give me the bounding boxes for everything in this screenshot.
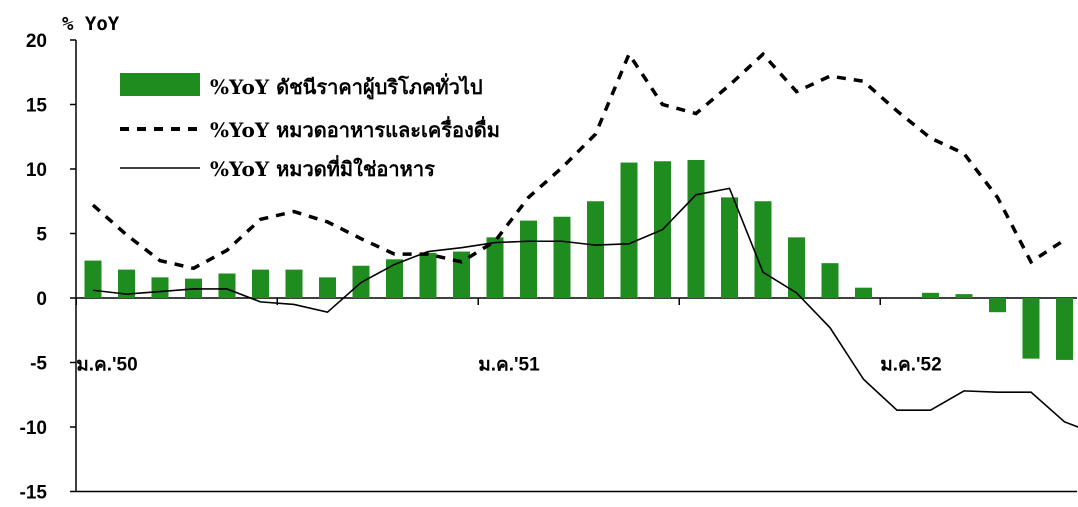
legend-label-cpi: %YoY ดัชนีราคาผู้บริโภคทั่วไป: [210, 72, 483, 101]
legend-label-food: %YoY หมวดอาหารและเครื่องดื่ม: [210, 115, 500, 142]
bar: [218, 273, 236, 298]
y-tick-label: 10: [26, 160, 47, 181]
legend-label-nonfood: %YoY หมวดที่มิใช่อาหาร: [210, 154, 435, 181]
bar: [486, 237, 504, 298]
y-tick-label: -10: [20, 418, 47, 439]
y-axis-title: % YoY: [62, 13, 120, 35]
bar: [520, 220, 537, 298]
x-axis: [75, 297, 1077, 493]
bar: [1022, 298, 1040, 359]
bar: [151, 277, 169, 298]
y-tick-label: 0: [36, 289, 47, 310]
legend-swatch-cpi: [120, 73, 200, 96]
bar: [553, 216, 571, 298]
food-line: [91, 50, 1066, 271]
bar: [84, 260, 102, 298]
y-tick-label: 20: [26, 31, 47, 52]
y-tick-label: -15: [20, 483, 48, 504]
x-tick-label: ม.ค.'51: [478, 355, 540, 376]
x-tick-label: ม.ค.'52: [880, 355, 941, 376]
bar: [922, 292, 939, 298]
bar: [620, 162, 638, 298]
bar: [989, 298, 1006, 313]
bar: [386, 259, 403, 298]
bar: [319, 277, 336, 298]
y-axis: 20 15 10 5 0 -5 -10 -15: [20, 31, 77, 504]
bar: [955, 294, 973, 298]
bar: [1056, 298, 1073, 360]
bar: [821, 263, 839, 298]
bar: [252, 269, 269, 298]
x-tick-label: ม.ค.'50: [76, 355, 137, 376]
bar: [419, 252, 437, 298]
line-series: [91, 50, 1078, 428]
x-tick-labels: ม.ค.'50 ม.ค.'51 ม.ค.'52: [76, 355, 941, 376]
bar: [754, 201, 772, 298]
bar: [687, 159, 705, 298]
bar: [788, 237, 805, 298]
y-tick-label: 15: [26, 96, 48, 117]
bar: [587, 201, 604, 298]
legend: %YoY ดัชนีราคาผู้บริโภคทั่วไป %YoY หมวดอ…: [120, 72, 500, 181]
nonfood-line: [92, 187, 1078, 428]
bar: [721, 197, 738, 298]
bar: [855, 287, 872, 298]
bar: [453, 251, 470, 298]
bar: [118, 269, 135, 298]
bar: [285, 269, 303, 298]
y-tick-label: 5: [36, 225, 47, 246]
bar-series: [84, 159, 1073, 360]
y-tick-label: -5: [30, 354, 47, 375]
